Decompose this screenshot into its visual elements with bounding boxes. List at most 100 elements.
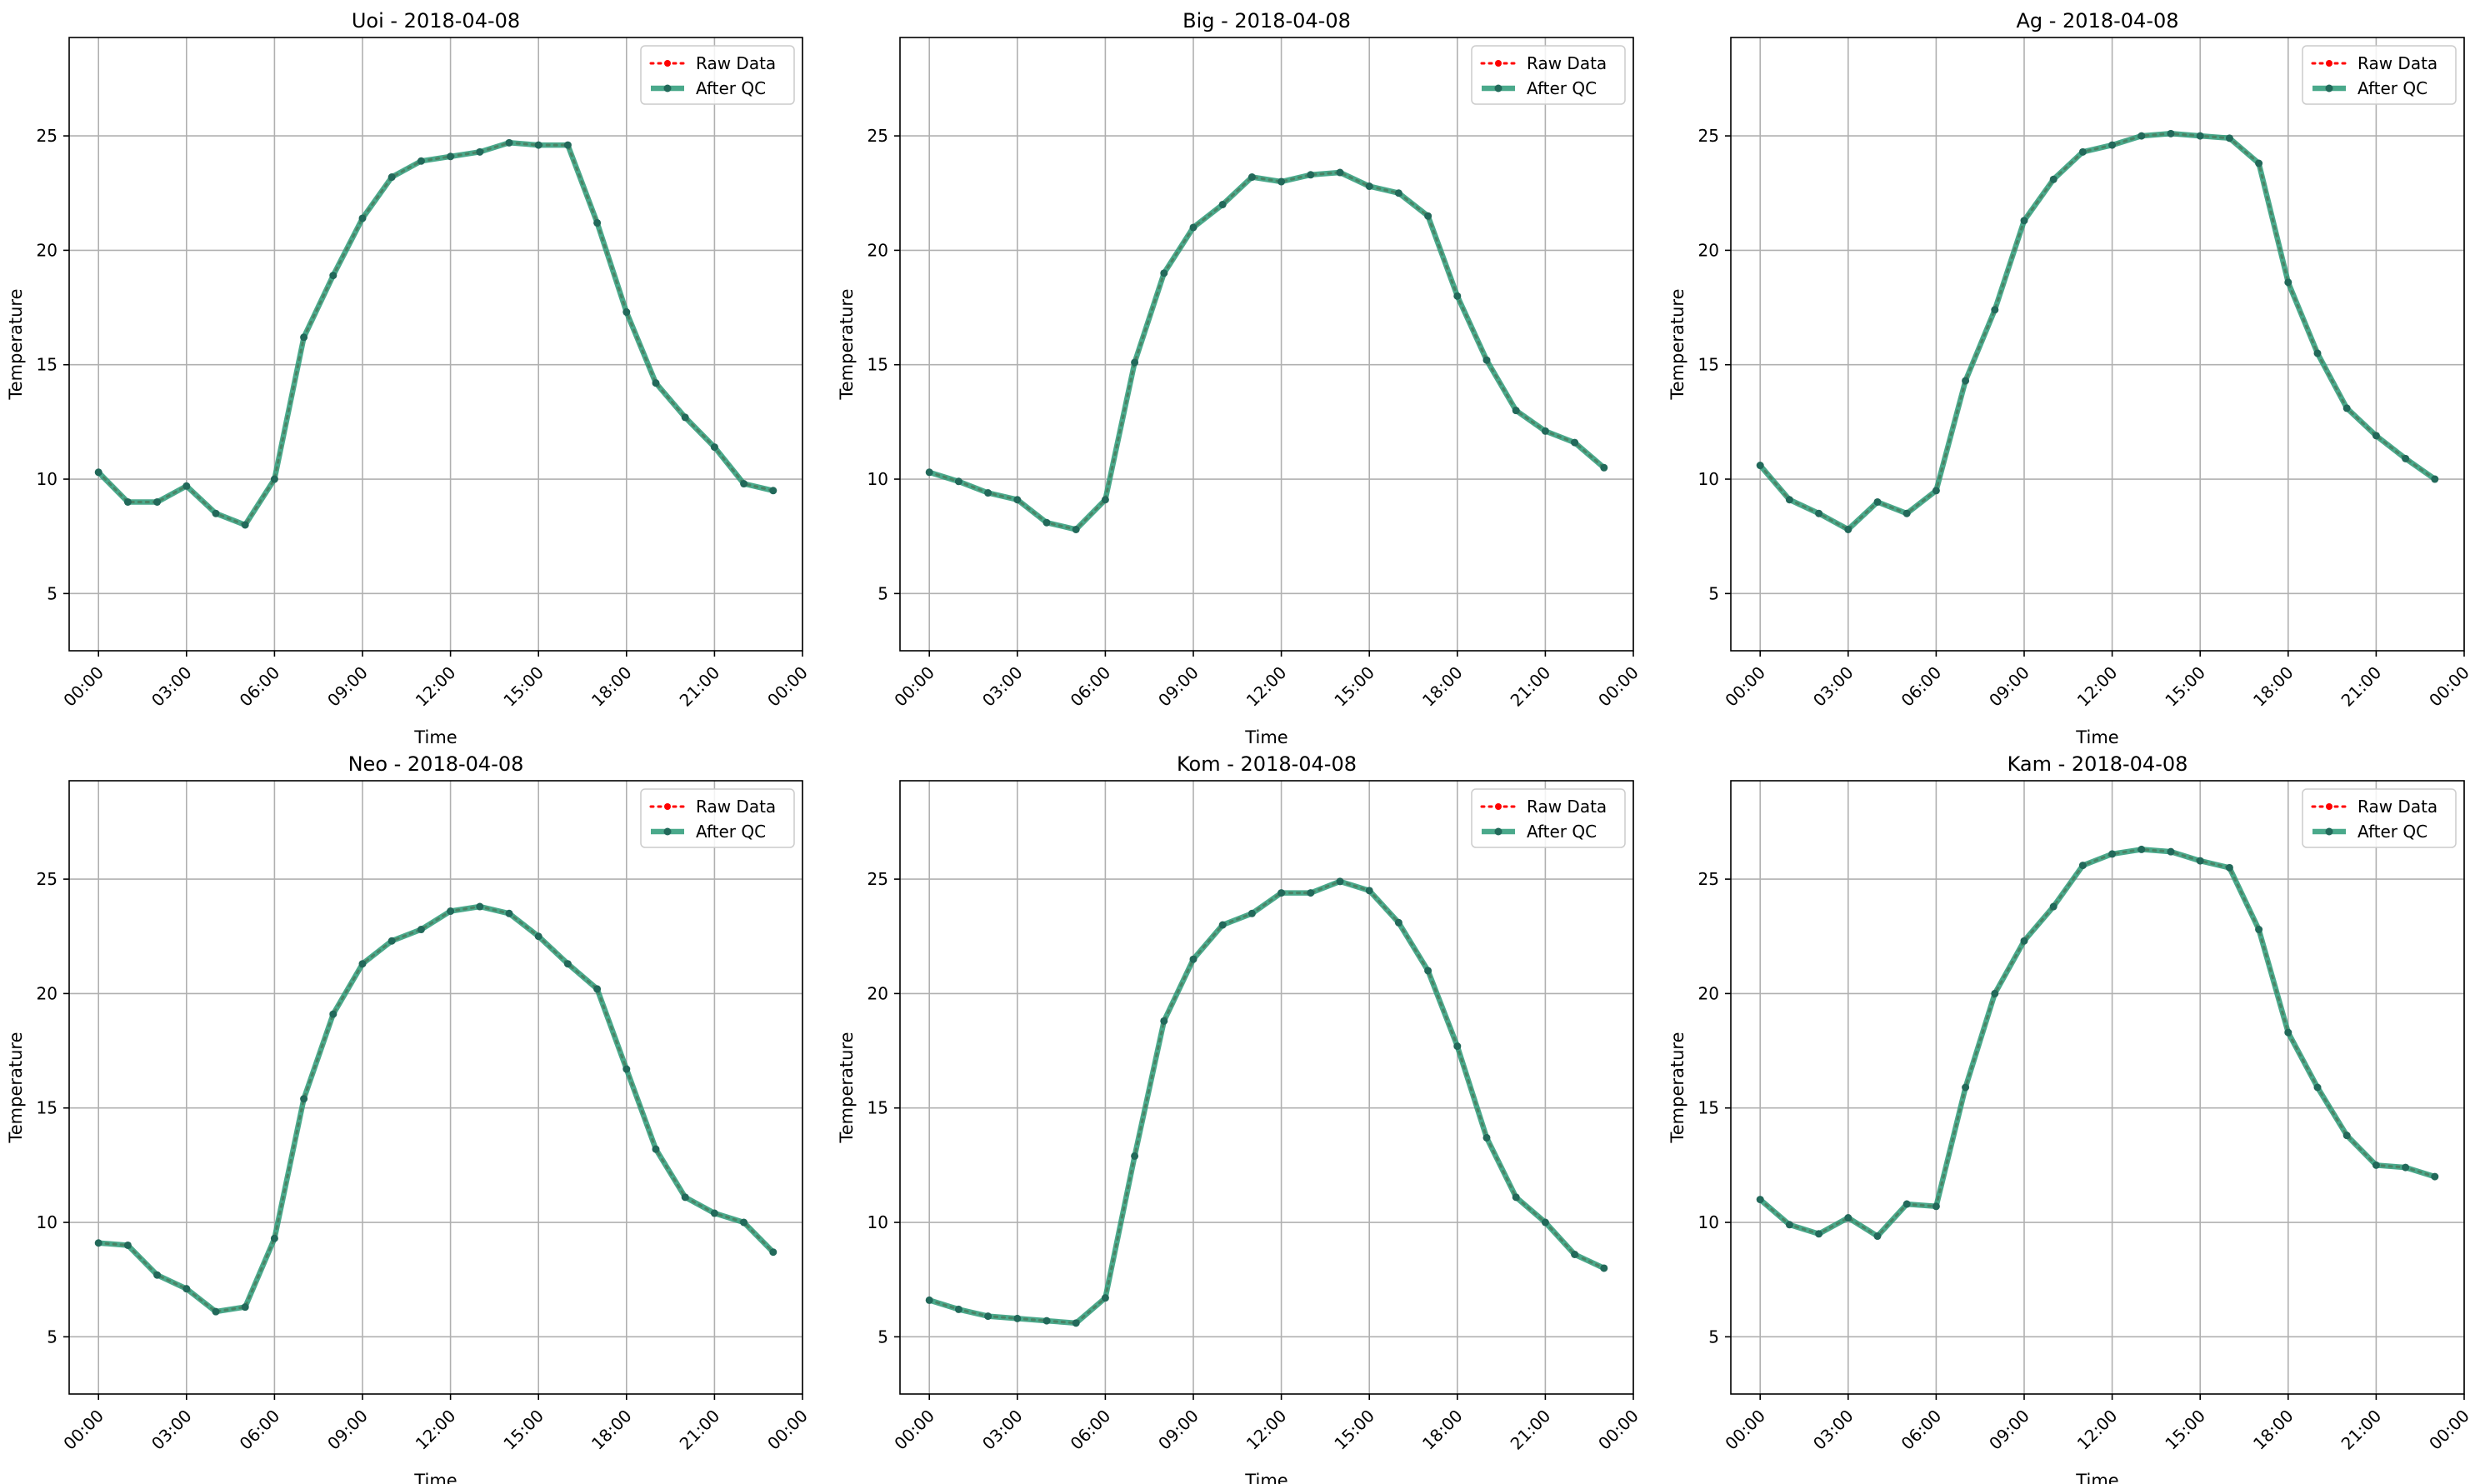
point-qc: [681, 413, 689, 422]
x-tick-label: 09:00: [323, 1406, 372, 1454]
y-tick-label: 20: [37, 240, 58, 260]
legend-marker-raw: [664, 60, 671, 67]
point-qc: [1160, 1017, 1168, 1025]
point-qc: [1962, 1083, 1970, 1092]
x-tick-label: 03:00: [148, 662, 196, 711]
axes-frame: [68, 780, 803, 1395]
series-line-qc: [928, 878, 1606, 1327]
point-qc: [1307, 889, 1315, 897]
point-qc: [2284, 278, 2292, 287]
point-qc: [1189, 223, 1198, 232]
x-tick-label: 00:00: [2425, 1406, 2473, 1454]
point-qc: [212, 1307, 220, 1316]
point-qc: [740, 480, 748, 488]
point-qc: [1131, 1152, 1139, 1160]
point-qc: [1248, 909, 1256, 917]
legend-label-raw: Raw Data: [696, 797, 776, 817]
grid: [1731, 37, 2465, 651]
series-line-qc: [98, 903, 776, 1315]
y-tick-label: 10: [1698, 469, 1719, 489]
point-qc: [622, 1065, 631, 1073]
legend-marker-raw: [2326, 60, 2332, 67]
point-qc: [1131, 358, 1139, 367]
x-tick-label: 00:00: [1594, 1406, 1642, 1454]
point-qc: [954, 1305, 962, 1313]
point-qc: [2372, 1161, 2380, 1169]
series-line-qc: [1758, 847, 2436, 1239]
point-qc: [1815, 1230, 1823, 1238]
point-qc: [1962, 377, 1970, 385]
point-qc: [153, 497, 162, 506]
x-tick-label: 21:00: [2338, 662, 2386, 711]
point-qc: [2138, 845, 2146, 853]
point-qc: [1218, 200, 1227, 208]
x-tick-label: 21:00: [1507, 1406, 1555, 1454]
series-line-qc: [928, 169, 1606, 532]
x-tick-label: 03:00: [148, 1406, 196, 1454]
y-tick-label: 20: [1698, 983, 1719, 1003]
point-qc: [1336, 877, 1344, 886]
y-axis-label: Temperature: [837, 1032, 857, 1143]
series-line-qc: [1758, 131, 2437, 532]
x-tick-label: 00:00: [763, 662, 812, 711]
x-tick-label: 06:00: [236, 1406, 284, 1454]
legend-marker-raw: [664, 803, 671, 810]
y-tick-label: 5: [1708, 1327, 1719, 1347]
x-tick-label: 12:00: [1242, 1406, 1291, 1454]
legend-label-qc: After QC: [2358, 822, 2428, 842]
point-qc: [1424, 967, 1432, 975]
chart-title: Ag - 2018-04-08: [2016, 9, 2178, 32]
point-qc: [1902, 509, 1911, 517]
point-qc: [182, 1285, 191, 1293]
point-qc: [1453, 292, 1462, 300]
x-tick-label: 09:00: [323, 662, 372, 711]
chart-title: Kom - 2018-04-08: [1177, 752, 1357, 776]
x-tick-label: 06:00: [1898, 1406, 1946, 1454]
point-qc: [1453, 1042, 1462, 1051]
point-qc: [1013, 1314, 1022, 1322]
legend-marker-qc: [2325, 84, 2333, 92]
point-qc: [2049, 902, 2058, 911]
legend: Raw Data After QC: [640, 788, 795, 848]
x-tick-label: 00:00: [763, 1406, 812, 1454]
y-tick-label: 20: [1698, 240, 1719, 260]
chart-panel-2: 5 10 15 20 25 00:00 03:00 06:00 09:00 12:00 15:00 1…: [1668, 9, 2473, 747]
x-tick-label: 15:00: [1330, 1406, 1378, 1454]
point-qc: [1756, 462, 1764, 470]
legend: Raw Data After QC: [2302, 788, 2457, 848]
x-tick-label: 09:00: [1154, 1406, 1202, 1454]
chart-panel-4: 5 10 15 20 25 00:00 03:00 06:00 09:00 12:00 15:00 1…: [837, 752, 1642, 1484]
point-qc: [212, 509, 220, 517]
y-tick-label: 10: [37, 1212, 58, 1232]
point-qc: [2108, 850, 2117, 858]
point-qc: [1394, 918, 1402, 927]
point-qc: [2255, 926, 2263, 934]
point-qc: [447, 907, 455, 916]
point-qc: [388, 937, 396, 945]
point-qc: [1072, 525, 1080, 533]
x-tick-label: 18:00: [2249, 662, 2298, 711]
x-tick-label: 00:00: [59, 1406, 108, 1454]
point-qc: [476, 147, 484, 156]
point-qc: [447, 152, 455, 161]
point-qc: [1307, 171, 1315, 179]
point-qc: [925, 468, 933, 477]
point-qc: [1336, 168, 1344, 177]
y-tick-label: 15: [1698, 1098, 1719, 1118]
y-tick-label: 10: [868, 469, 888, 489]
point-qc: [2342, 404, 2351, 412]
point-qc: [563, 141, 572, 149]
y-tick-label: 5: [47, 583, 58, 603]
chart-title: Uoi - 2018-04-08: [352, 9, 520, 32]
x-tick-label: 12:00: [1242, 662, 1291, 711]
x-tick-label: 18:00: [588, 662, 636, 711]
axes-frame: [899, 37, 1634, 652]
x-tick-label: 03:00: [1809, 662, 1858, 711]
x-tick-label: 00:00: [1721, 1406, 1769, 1454]
y-tick-label: 10: [1698, 1212, 1719, 1232]
chart-panel-3: 5 10 15 20 25 00:00 03:00 06:00 09:00 12:00 15:00 1…: [6, 752, 812, 1484]
point-qc: [2431, 475, 2439, 483]
y-tick-label: 5: [47, 1327, 58, 1347]
x-tick-label: 12:00: [412, 662, 460, 711]
series-line-raw: [1758, 847, 2437, 1238]
